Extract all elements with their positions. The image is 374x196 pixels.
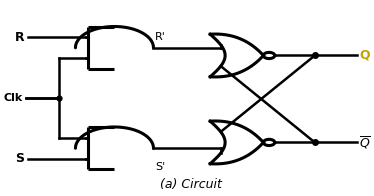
- Text: S': S': [155, 162, 165, 172]
- Text: R: R: [15, 31, 24, 44]
- Text: S: S: [15, 152, 24, 165]
- Text: Clk: Clk: [3, 93, 22, 103]
- Text: (a) Circuit: (a) Circuit: [160, 178, 222, 191]
- Text: R': R': [155, 32, 166, 42]
- Text: Q: Q: [359, 49, 370, 62]
- Text: $\overline{Q}$: $\overline{Q}$: [359, 134, 371, 151]
